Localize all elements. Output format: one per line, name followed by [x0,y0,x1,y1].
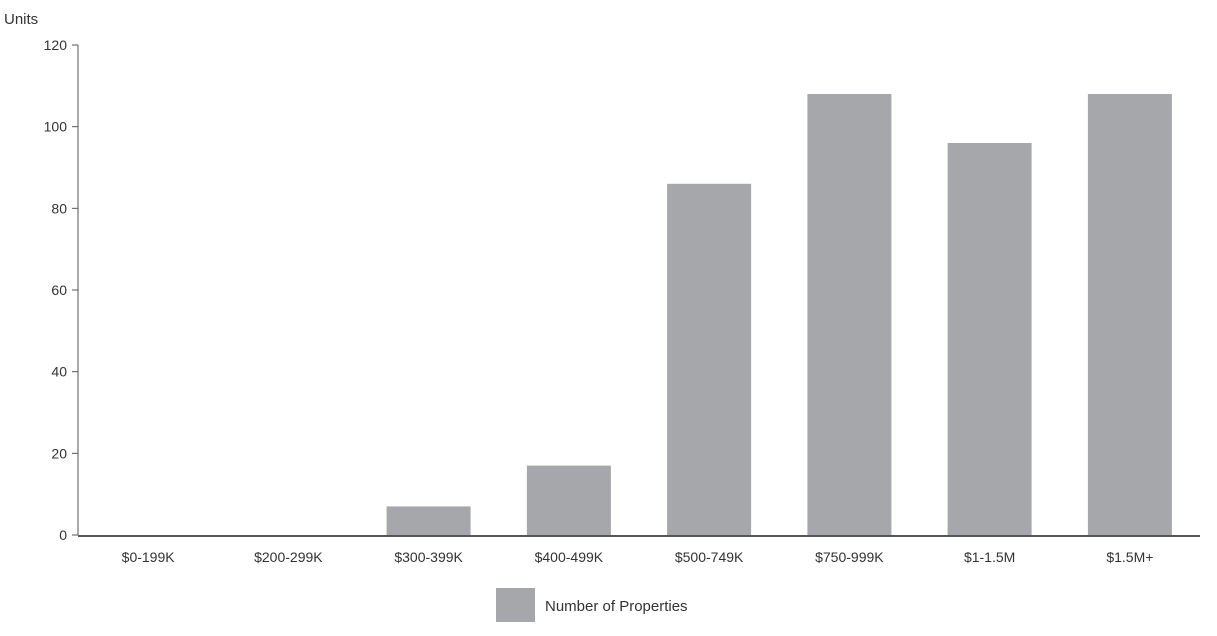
bar-7 [1087,94,1172,535]
y-tick-label-0: 0 [59,527,67,543]
bar-6 [947,143,1032,535]
y-axis-title: Units [4,11,38,28]
x-tick-label-1: $200-299K [254,549,323,565]
bar-5 [807,94,892,535]
legend: Number of Properties [496,588,688,622]
bars-group [386,94,1172,536]
legend-swatch [496,588,535,622]
y-tick-label-5: 100 [44,119,68,135]
x-tick-label-6: $1-1.5M [964,549,1015,565]
y-tick-label-1: 20 [51,445,67,461]
x-tick-label-7: $1.5M+ [1106,549,1153,565]
bar-4 [667,183,752,536]
y-tick-label-2: 40 [51,364,67,380]
x-tick-label-0: $0-199K [122,549,176,565]
x-axis: $0-199K $200-299K $300-399K $400-499K $500-7… [78,535,1200,565]
bar-2 [386,506,471,535]
bar-3 [526,465,611,535]
legend-label: Number of Properties [545,598,688,615]
y-tick-label-6: 120 [44,37,68,53]
x-tick-label-2: $300-399K [394,549,463,565]
y-tick-label-3: 60 [51,282,67,298]
y-axis: 0 20 40 60 80 100 120 [44,37,79,543]
y-tick-label-4: 80 [51,200,67,216]
x-tick-label-4: $500-749K [675,549,744,565]
x-tick-label-3: $400-499K [535,549,604,565]
x-tick-label-5: $750-999K [815,549,884,565]
